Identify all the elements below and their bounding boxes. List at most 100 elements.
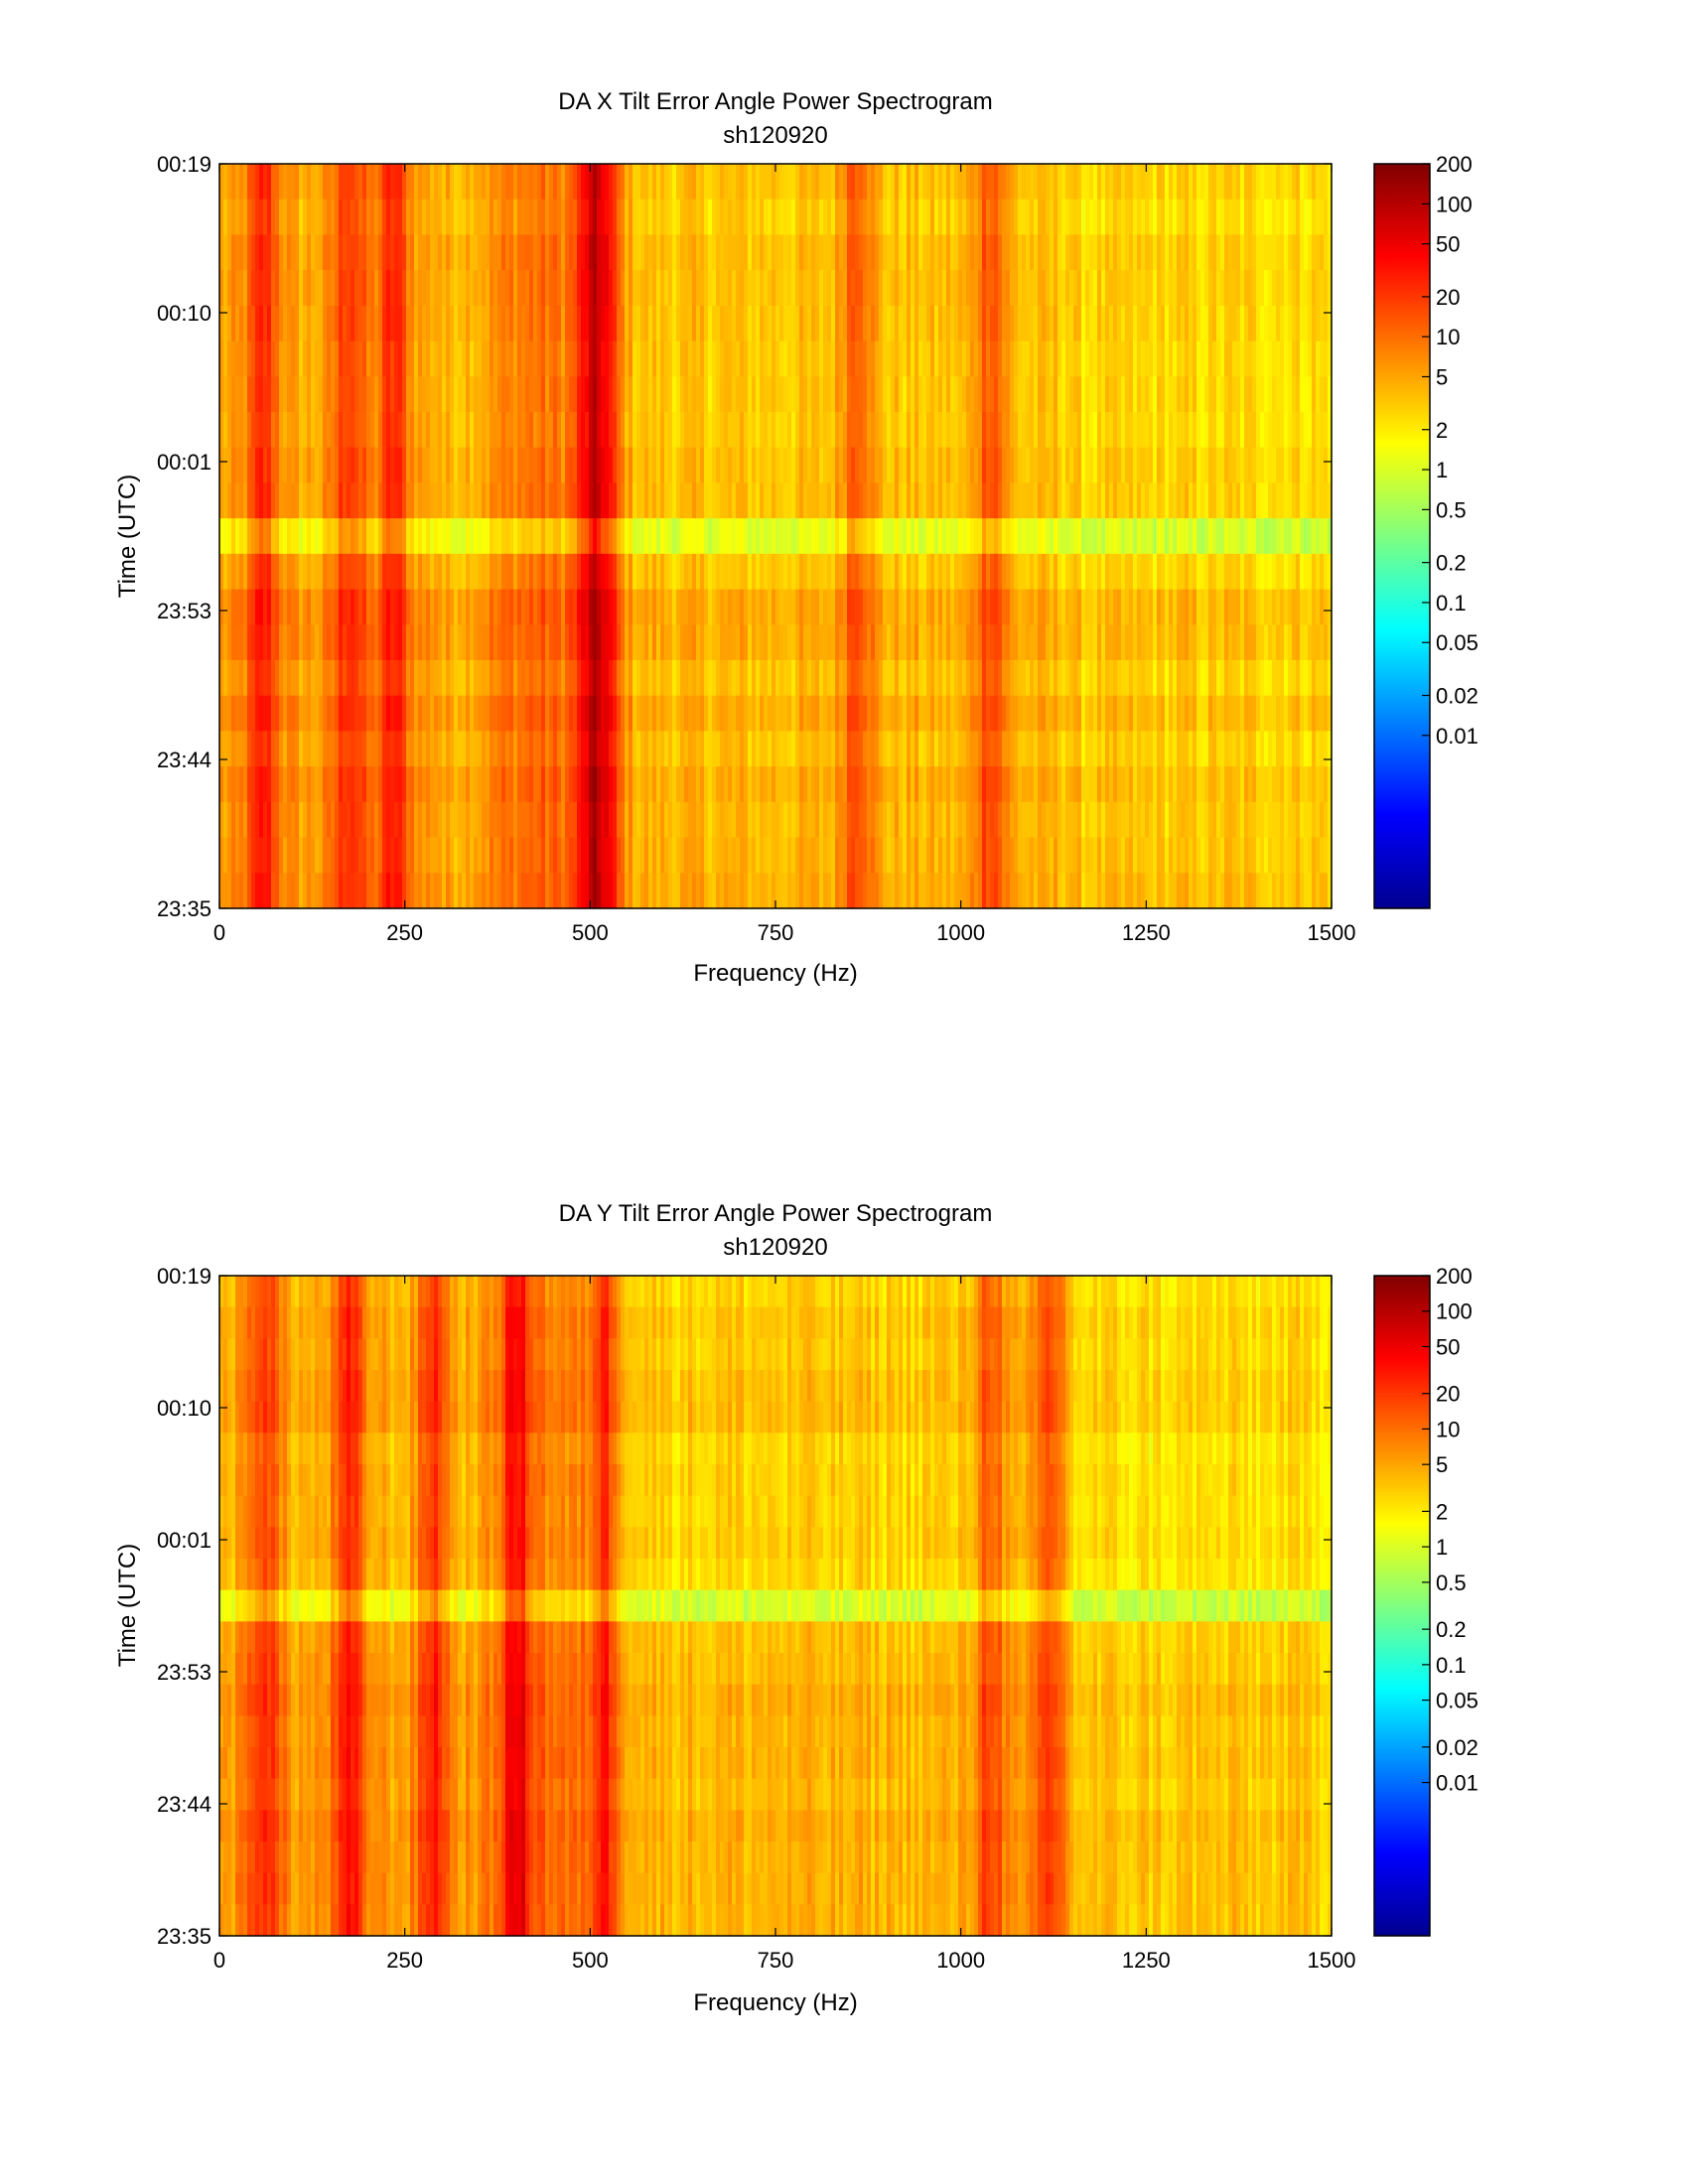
heatmap-cell <box>442 660 447 697</box>
heatmap-cell <box>279 624 284 661</box>
heatmap-cell <box>549 305 554 342</box>
heatmap-cell <box>867 624 872 661</box>
heatmap-cell <box>1022 234 1027 271</box>
heatmap-cell <box>438 553 443 591</box>
heatmap-cell <box>370 518 375 555</box>
heatmap-cell <box>1022 164 1027 201</box>
heatmap-cell <box>914 234 919 271</box>
heatmap-cell <box>1038 305 1043 342</box>
heatmap-cell <box>907 270 912 307</box>
heatmap-cell <box>303 660 308 697</box>
heatmap-cell <box>799 766 804 803</box>
heatmap-cell <box>271 412 276 449</box>
heatmap-cell <box>438 695 443 733</box>
heatmap-cell <box>1304 412 1309 449</box>
heatmap-cell <box>950 447 955 484</box>
heatmap-cell <box>1141 553 1146 591</box>
heatmap-cell <box>1264 234 1269 271</box>
heatmap-cell <box>664 518 669 555</box>
heatmap-cell <box>823 164 828 201</box>
heatmap-cell <box>1065 766 1070 803</box>
heatmap-cell <box>716 447 721 484</box>
heatmap-cell <box>1276 305 1281 342</box>
heatmap-cell <box>1189 447 1194 484</box>
heatmap-cell <box>1232 589 1237 625</box>
heatmap-cell <box>994 695 999 733</box>
heatmap-cell <box>779 766 784 803</box>
heatmap-cell <box>1093 482 1098 519</box>
heatmap-cell <box>486 234 491 271</box>
heatmap-cell <box>863 270 868 307</box>
heatmap-cell <box>1129 731 1134 767</box>
heatmap-cell <box>1089 199 1094 236</box>
heatmap-cell <box>617 553 622 591</box>
heatmap-cell <box>267 695 272 733</box>
heatmap-cell <box>1324 731 1329 767</box>
heatmap-cell <box>724 553 729 591</box>
heatmap-cell <box>1077 270 1082 307</box>
heatmap-cell <box>680 447 685 484</box>
heatmap-cell <box>275 766 280 803</box>
heatmap-cell <box>1065 518 1070 555</box>
heatmap-cell <box>1081 731 1086 767</box>
heatmap-cell <box>438 270 443 307</box>
heatmap-cell <box>549 376 554 413</box>
heatmap-cell <box>295 376 300 413</box>
heatmap-cell <box>442 518 447 555</box>
heatmap-cell <box>319 731 324 767</box>
heatmap-cell <box>1002 482 1007 519</box>
heatmap-cell <box>1054 376 1058 413</box>
heatmap-cell <box>1181 589 1186 625</box>
heatmap-cell <box>644 376 649 413</box>
heatmap-cell <box>509 624 514 661</box>
heatmap-cell <box>625 482 630 519</box>
heatmap-cell <box>398 164 403 201</box>
heatmap-cell <box>223 447 228 484</box>
heatmap-cell <box>462 270 467 307</box>
heatmap-cell <box>323 731 328 767</box>
heatmap-cell <box>708 482 713 519</box>
heatmap-cell <box>299 234 304 271</box>
heatmap-cell <box>275 518 280 555</box>
heatmap-cell <box>732 341 737 377</box>
heatmap-cell <box>895 695 900 733</box>
heatmap-cell <box>950 341 955 377</box>
heatmap-cell <box>827 518 832 555</box>
heatmap-cell <box>609 199 614 236</box>
heatmap-cell <box>557 447 562 484</box>
heatmap-cell <box>537 234 542 271</box>
heatmap-cell <box>851 731 856 767</box>
heatmap-cell <box>462 234 467 271</box>
heatmap-cell <box>382 341 387 377</box>
heatmap-cell <box>426 376 431 413</box>
heatmap-cell <box>513 447 518 484</box>
heatmap-cell <box>668 305 673 342</box>
heatmap-cell <box>851 376 856 413</box>
heatmap-cell <box>652 199 657 236</box>
heatmap-cell <box>648 589 653 625</box>
heatmap-cell <box>533 199 538 236</box>
heatmap-cell <box>1280 589 1285 625</box>
heatmap-cell <box>1161 518 1166 555</box>
heatmap-cell <box>1022 695 1027 733</box>
heatmap-cell <box>1097 234 1102 271</box>
heatmap-cell <box>926 695 931 733</box>
heatmap-cell <box>1054 731 1058 767</box>
heatmap-cell <box>1236 695 1241 733</box>
heatmap-cell <box>343 199 348 236</box>
heatmap-cell <box>1034 376 1039 413</box>
heatmap-cell <box>787 199 792 236</box>
heatmap-cell <box>295 553 300 591</box>
heatmap-cell <box>239 695 244 733</box>
heatmap-cell <box>307 553 312 591</box>
heatmap-cell <box>521 766 526 803</box>
heatmap-cell <box>247 518 252 555</box>
heatmap-cell <box>644 518 649 555</box>
heatmap-cell <box>736 412 741 449</box>
heatmap-cell <box>1292 660 1297 697</box>
heatmap-cell <box>966 376 971 413</box>
heatmap-cell <box>1113 447 1118 484</box>
heatmap-cell <box>1153 731 1158 767</box>
heatmap-cell <box>1208 589 1213 625</box>
heatmap-cell <box>609 376 614 413</box>
